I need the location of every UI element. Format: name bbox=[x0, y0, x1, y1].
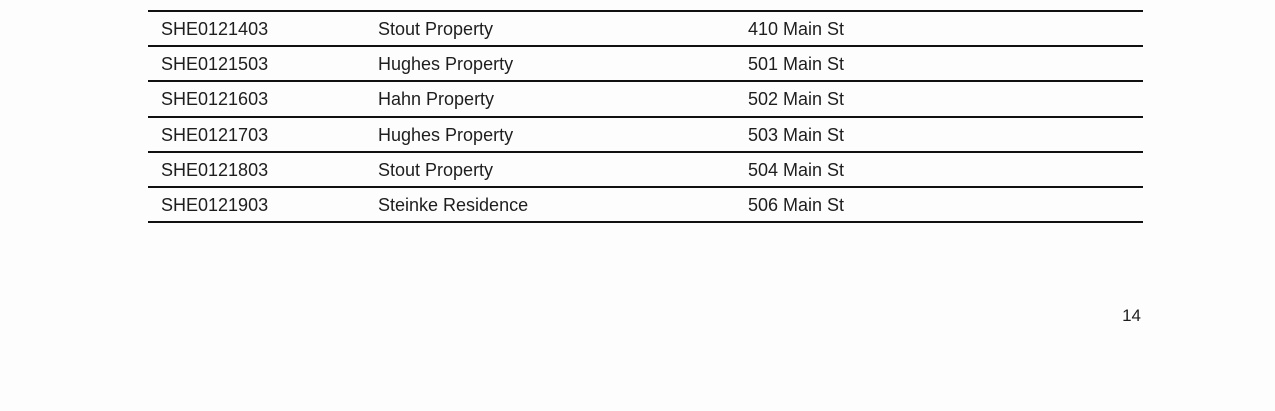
table-cell: Steinke Residence bbox=[378, 194, 529, 215]
table-cell: SHE0121603 bbox=[161, 89, 269, 110]
table-cell: 503 Main St bbox=[748, 124, 845, 145]
table-cell: 502 Main St bbox=[748, 89, 845, 110]
table-row: SHE0121803 Stout Property 504 Main St bbox=[148, 150, 1143, 186]
table-cell: SHE0121503 bbox=[161, 54, 269, 75]
table-cell: 501 Main St bbox=[748, 54, 845, 75]
table-row: SHE0121403 Stout Property 410 Main St bbox=[148, 10, 1143, 45]
table-row: SHE0121703 Hughes Property 503 Main St bbox=[148, 115, 1143, 151]
table-cell: 506 Main St bbox=[748, 194, 845, 215]
table-cell: SHE0121903 bbox=[161, 194, 269, 215]
table-cell: 504 Main St bbox=[748, 159, 845, 180]
table-cell: Stout Property bbox=[378, 19, 494, 39]
table-cell: Hughes Property bbox=[378, 124, 514, 145]
table-cell: SHE0121703 bbox=[161, 124, 269, 145]
table-cell: Stout Property bbox=[378, 159, 494, 180]
table-cell: Hughes Property bbox=[378, 54, 514, 75]
table-row: SHE0121903 Steinke Residence 506 Main St bbox=[148, 185, 1143, 224]
table-row: SHE0121503 Hughes Property 501 Main St bbox=[148, 45, 1143, 80]
table-cell: SHE0121803 bbox=[161, 159, 269, 180]
table-cell: Hahn Property bbox=[378, 89, 495, 110]
table-cell: SHE0121403 bbox=[161, 19, 269, 39]
table: SHE0121403 Stout Property 410 Main St SHE01… bbox=[148, 10, 1143, 224]
table-cell: 410 Main St bbox=[748, 19, 845, 39]
page-number: 14 bbox=[1122, 306, 1141, 325]
table-row: SHE0121603 Hahn Property 502 Main St bbox=[148, 80, 1143, 115]
